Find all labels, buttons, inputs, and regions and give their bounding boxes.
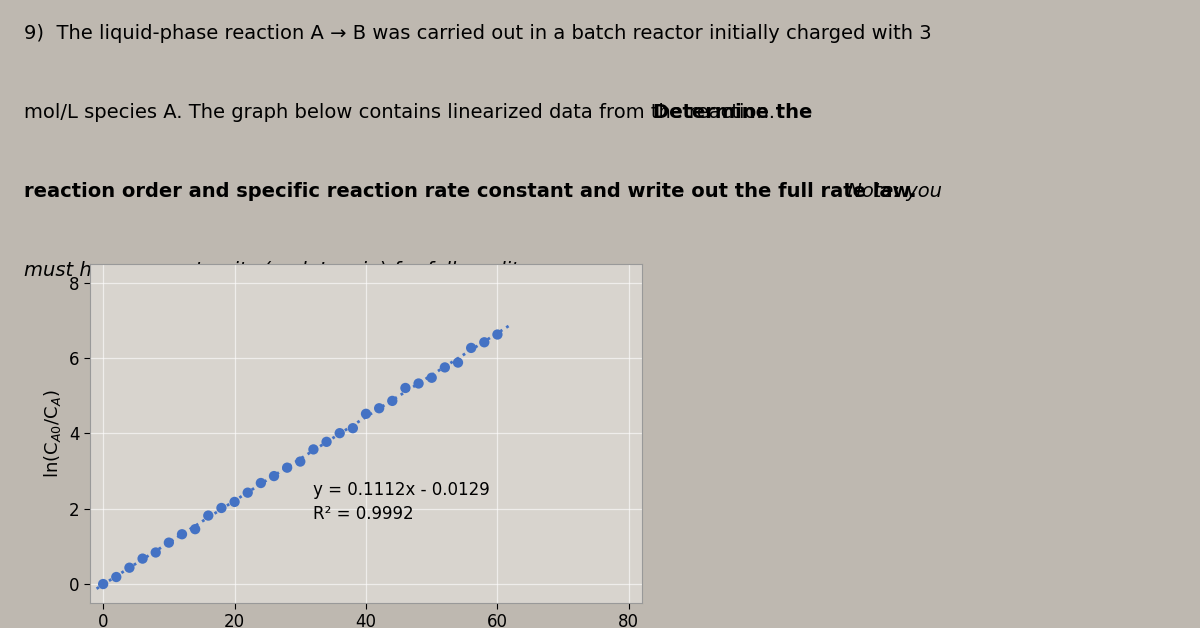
- Point: [462, 343, 481, 353]
- Point: [277, 463, 296, 473]
- Point: [238, 488, 257, 498]
- Point: [173, 529, 192, 539]
- Y-axis label: ln(C$_{A0}$/C$_A$): ln(C$_{A0}$/C$_A$): [42, 389, 64, 478]
- Point: [488, 330, 508, 340]
- Point: [304, 445, 323, 455]
- Point: [409, 379, 428, 389]
- Point: [343, 423, 362, 433]
- Text: mol/L species A. The graph below contains linearized data from the reaction.: mol/L species A. The graph below contain…: [24, 103, 781, 122]
- Point: [107, 572, 126, 582]
- Point: [317, 437, 336, 447]
- Point: [356, 409, 376, 419]
- Text: Determine the: Determine the: [653, 103, 812, 122]
- Point: [146, 548, 166, 558]
- Text: must have correct units (mol, L, min) for full credit.: must have correct units (mol, L, min) fo…: [24, 261, 524, 279]
- Point: [264, 471, 283, 481]
- Point: [370, 403, 389, 413]
- Point: [475, 337, 494, 347]
- Point: [160, 538, 179, 548]
- Text: 9)  The liquid-phase reaction A → B was carried out in a batch reactor initially: 9) The liquid-phase reaction A → B was c…: [24, 24, 931, 43]
- Point: [94, 579, 113, 589]
- Point: [199, 511, 218, 521]
- Text: Note: you: Note: you: [841, 182, 942, 201]
- Point: [186, 524, 205, 534]
- Point: [133, 554, 152, 564]
- Point: [290, 457, 310, 467]
- Point: [383, 396, 402, 406]
- Point: [396, 383, 415, 393]
- Point: [330, 428, 349, 438]
- Point: [449, 357, 468, 367]
- Text: y = 0.1112x - 0.0129: y = 0.1112x - 0.0129: [313, 481, 490, 499]
- Point: [120, 563, 139, 573]
- Point: [436, 362, 455, 372]
- Point: [251, 478, 270, 488]
- Point: [212, 503, 232, 513]
- Text: reaction order and specific reaction rate constant and write out the full rate l: reaction order and specific reaction rat…: [24, 182, 917, 201]
- Point: [422, 373, 442, 383]
- Text: R² = 0.9992: R² = 0.9992: [313, 506, 414, 523]
- Point: [224, 497, 244, 507]
